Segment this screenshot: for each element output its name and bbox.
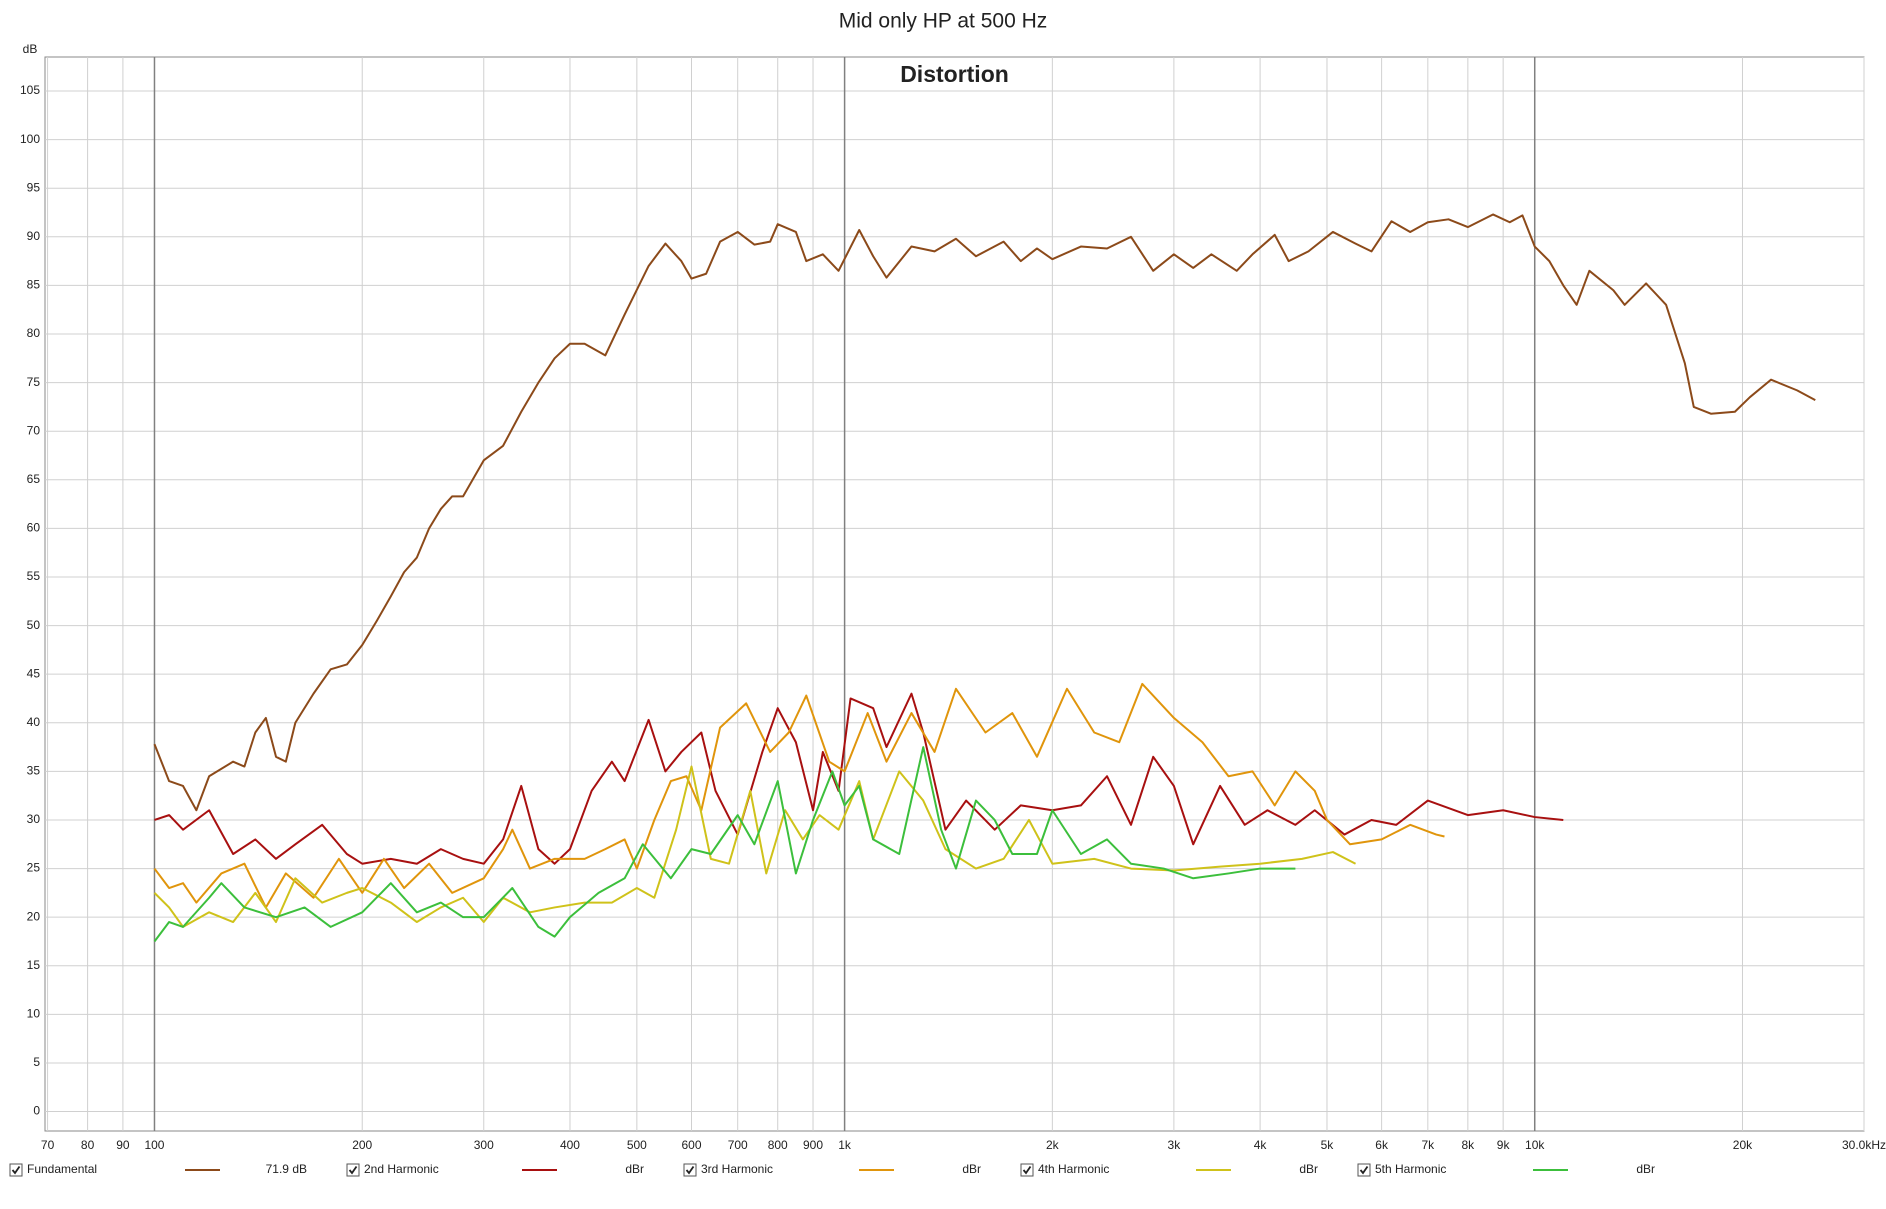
legend-checkmark bbox=[1022, 1165, 1032, 1175]
y-tick-label: 35 bbox=[27, 764, 41, 778]
x-tick-label: 3k bbox=[1168, 1138, 1182, 1152]
series-line bbox=[153, 213, 1816, 812]
y-tick-label: 105 bbox=[20, 83, 40, 97]
x-tick-label: 200 bbox=[352, 1138, 372, 1152]
x-tick-label: 4k bbox=[1254, 1138, 1268, 1152]
x-tick-label: 2k bbox=[1046, 1138, 1060, 1152]
x-tick-label: 8k bbox=[1462, 1138, 1476, 1152]
x-tick-label: 100 bbox=[144, 1138, 164, 1152]
y-tick-label: 10 bbox=[27, 1007, 41, 1021]
legend-checkmark bbox=[348, 1165, 358, 1175]
y-tick-label: 60 bbox=[27, 521, 41, 535]
x-tick-label: 9k bbox=[1497, 1138, 1511, 1152]
y-tick-label: 0 bbox=[33, 1104, 40, 1118]
legend-label: Fundamental bbox=[27, 1162, 97, 1176]
x-tick-label: 900 bbox=[803, 1138, 823, 1152]
legend-label: 2nd Harmonic bbox=[364, 1162, 439, 1176]
y-tick-label: 55 bbox=[27, 569, 41, 583]
x-tick-label: 80 bbox=[81, 1138, 95, 1152]
chart-title: Mid only HP at 500 Hz bbox=[839, 10, 1048, 33]
y-tick-label: 25 bbox=[27, 861, 41, 875]
x-tick-label: 800 bbox=[768, 1138, 788, 1152]
y-tick-label: 15 bbox=[27, 958, 41, 972]
legend-readout: dBr bbox=[1636, 1162, 1655, 1176]
y-tick-label: 50 bbox=[27, 618, 41, 632]
x-tick-label: 7k bbox=[1421, 1138, 1435, 1152]
legend-checkmark bbox=[685, 1165, 695, 1175]
series-line bbox=[153, 746, 1296, 943]
legend-readout: dBr bbox=[625, 1162, 644, 1176]
y-tick-label: 30 bbox=[27, 812, 41, 826]
y-tick-label: 90 bbox=[27, 229, 41, 243]
y-tick-label: 45 bbox=[27, 666, 41, 680]
x-tick-label: 1k bbox=[838, 1138, 852, 1152]
legend-label: 5th Harmonic bbox=[1375, 1162, 1446, 1176]
chart-subtitle: Distortion bbox=[900, 61, 1009, 87]
series-line bbox=[154, 692, 1564, 865]
series-line bbox=[153, 682, 1445, 909]
x-tick-label: 600 bbox=[681, 1138, 701, 1152]
x-tick-label: 10k bbox=[1525, 1138, 1545, 1152]
legend-readout: 71.9 dB bbox=[266, 1162, 307, 1176]
y-tick-label: 80 bbox=[27, 326, 41, 340]
series-line bbox=[153, 765, 1357, 928]
x-tick-label: 90 bbox=[116, 1138, 130, 1152]
x-tick-label: 500 bbox=[627, 1138, 647, 1152]
x-tick-label: 6k bbox=[1375, 1138, 1389, 1152]
legend-label: 3rd Harmonic bbox=[701, 1162, 773, 1176]
x-tick-label: 20k bbox=[1733, 1138, 1753, 1152]
y-axis-unit: dB bbox=[23, 42, 38, 56]
legend-label: 4th Harmonic bbox=[1038, 1162, 1109, 1176]
y-tick-label: 20 bbox=[27, 909, 41, 923]
x-tick-label: 70 bbox=[41, 1138, 55, 1152]
legend-checkmark bbox=[1359, 1165, 1369, 1175]
x-tick-label: 30.0kHz bbox=[1842, 1138, 1886, 1152]
legend-readout: dBr bbox=[962, 1162, 981, 1176]
plot-area bbox=[44, 56, 1865, 1132]
legend-readout: dBr bbox=[1299, 1162, 1318, 1176]
x-tick-label: 400 bbox=[560, 1138, 580, 1152]
x-tick-label: 5k bbox=[1321, 1138, 1335, 1152]
y-tick-label: 65 bbox=[27, 472, 41, 486]
y-tick-label: 100 bbox=[20, 132, 40, 146]
y-tick-label: 95 bbox=[27, 180, 41, 194]
x-tick-label: 300 bbox=[474, 1138, 494, 1152]
legend-checkmark bbox=[11, 1165, 21, 1175]
y-tick-label: 5 bbox=[33, 1055, 40, 1069]
y-tick-label: 85 bbox=[27, 278, 41, 292]
x-tick-label: 700 bbox=[728, 1138, 748, 1152]
y-tick-label: 75 bbox=[27, 375, 41, 389]
y-tick-label: 70 bbox=[27, 423, 41, 437]
y-tick-label: 40 bbox=[27, 715, 41, 729]
